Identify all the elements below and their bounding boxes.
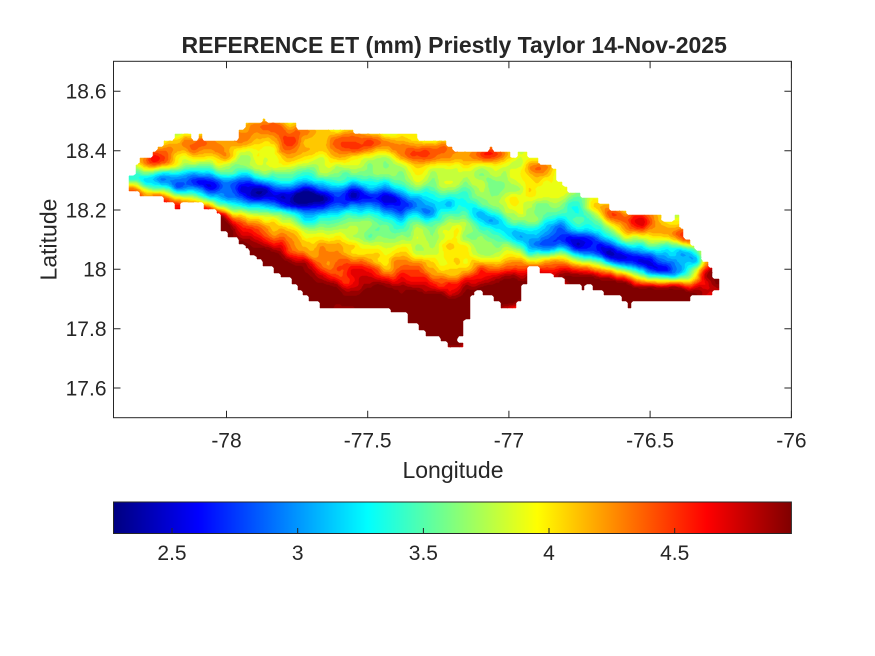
svg-text:-77.5: -77.5 <box>344 430 392 453</box>
svg-text:18.4: 18.4 <box>66 140 107 163</box>
svg-text:17.6: 17.6 <box>66 377 107 400</box>
svg-text:-77: -77 <box>494 430 524 453</box>
svg-text:3.5: 3.5 <box>409 542 438 565</box>
svg-text:-76: -76 <box>776 430 806 453</box>
svg-text:3: 3 <box>292 542 304 565</box>
svg-text:Longitude: Longitude <box>402 457 503 483</box>
svg-text:17.8: 17.8 <box>66 318 107 341</box>
svg-text:4: 4 <box>543 542 555 565</box>
svg-text:-76.5: -76.5 <box>626 430 674 453</box>
svg-text:18.6: 18.6 <box>66 81 107 104</box>
svg-text:-78: -78 <box>211 430 241 453</box>
svg-text:Latitude: Latitude <box>36 199 62 281</box>
svg-text:2.5: 2.5 <box>157 542 186 565</box>
svg-text:4.5: 4.5 <box>660 542 689 565</box>
svg-text:18.2: 18.2 <box>66 199 107 222</box>
svg-text:18: 18 <box>83 259 106 282</box>
svg-text:REFERENCE ET (mm) Priestly Tay: REFERENCE ET (mm) Priestly Taylor 14-Nov… <box>182 32 728 58</box>
